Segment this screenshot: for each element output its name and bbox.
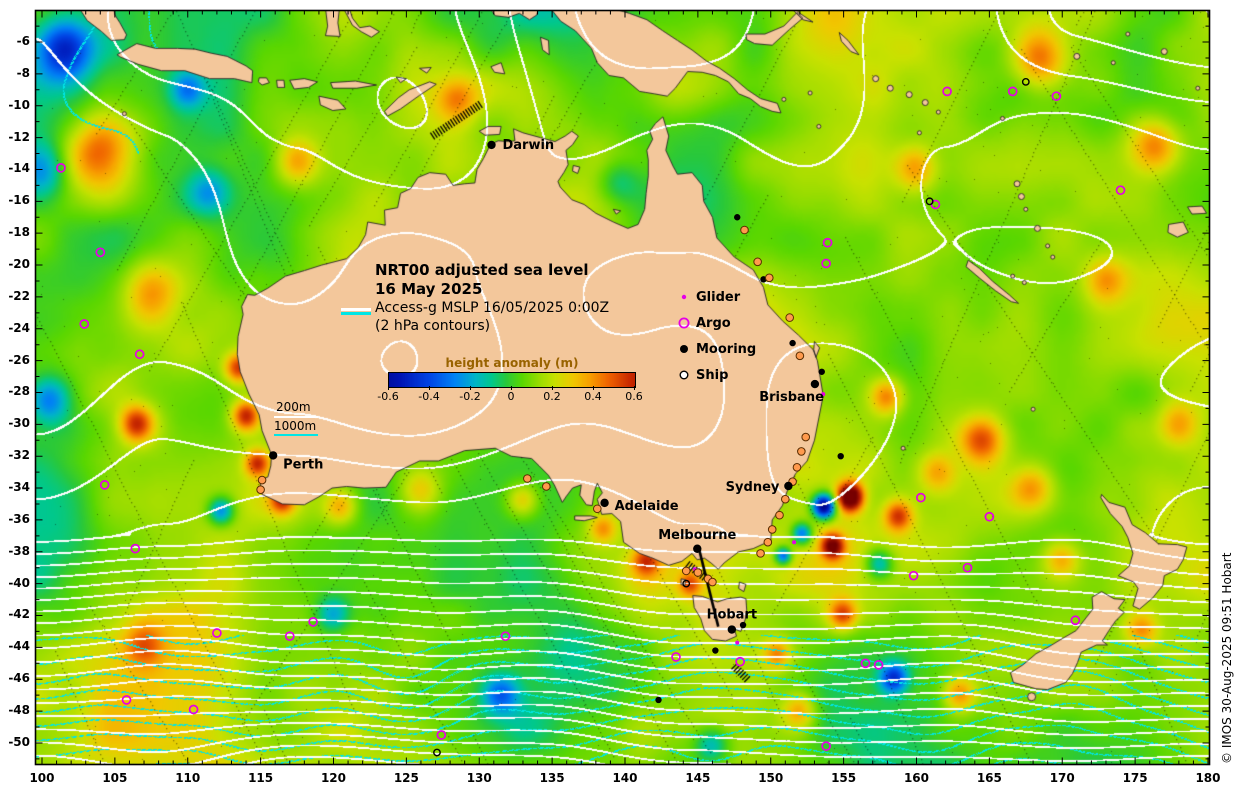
lat-tick-label: -14: [8, 161, 30, 176]
colorbar-tick-label: 0.4: [584, 390, 602, 403]
legend-label-mooring: Mooring: [696, 341, 757, 357]
lat-tick-label: -20: [8, 257, 30, 272]
lat-tick-label: -28: [8, 384, 30, 399]
lon-tick-label: 120: [320, 771, 347, 785]
lon-tick-label: 110: [175, 771, 201, 785]
colorbar-tick: [429, 386, 430, 390]
bathy-contour-swatch: [341, 312, 371, 315]
lon-tick-label: 165: [976, 771, 1002, 785]
colorbar-tick-label: 0.6: [625, 390, 643, 403]
colorbar-tick: [511, 386, 512, 390]
lat-tick-label: -42: [8, 607, 30, 622]
colorbar-title: height anomaly (m): [445, 356, 579, 370]
colorbar-gradient: [388, 372, 636, 388]
depth-1000m-contour-sample: [274, 434, 318, 436]
legend-label-ship: Ship: [696, 367, 729, 383]
lat-tick-label: -22: [8, 288, 30, 303]
lat-tick-label: -44: [8, 639, 30, 654]
lon-tick-label: 135: [539, 771, 565, 785]
colorbar-tick: [552, 386, 553, 390]
lat-tick-label: -6: [16, 34, 30, 49]
legend-label-glider: Glider: [696, 289, 741, 305]
map-date: 16 May 2025: [375, 280, 483, 298]
lon-tick-label: 100: [29, 771, 55, 785]
lat-tick-label: -32: [8, 448, 30, 463]
lat-tick-label: -26: [8, 352, 30, 367]
lat-tick-label: -34: [8, 480, 30, 495]
lat-tick-label: -40: [8, 575, 30, 590]
colorbar-tick-label: -0.6: [377, 390, 399, 403]
lon-tick-label: 130: [466, 771, 492, 785]
map-info-box: NRT00 adjusted sea level 16 May 2025 Acc…: [375, 261, 609, 335]
lon-tick-label: 170: [1049, 771, 1075, 785]
depth-label-200m: 200m: [276, 400, 311, 414]
legend-label-argo: Argo: [696, 315, 731, 331]
ship-symbol-icon: [676, 367, 694, 383]
legend-item-glider: Glider: [676, 284, 756, 310]
copyright-note: © IMOS 30-Aug-2025 09:51 Hobart: [1220, 552, 1234, 764]
colorbar-tick-label: -0.4: [418, 390, 440, 403]
lat-tick-label: -18: [8, 225, 30, 240]
lon-tick-label: 150: [758, 771, 784, 785]
lat-tick-label: -50: [8, 734, 30, 749]
lat-tick-label: -36: [8, 511, 30, 526]
map-title: NRT00 adjusted sea level: [375, 261, 589, 279]
lat-tick-label: -16: [8, 193, 30, 208]
lat-tick-label: -8: [16, 65, 30, 80]
mslp-contour-swatch: [341, 308, 371, 311]
lat-tick-label: -30: [8, 416, 30, 431]
lon-tick-label: 145: [685, 771, 711, 785]
lat-tick-label: -38: [8, 543, 30, 558]
legend-item-ship: Ship: [676, 362, 756, 388]
colorbar-tick: [470, 386, 471, 390]
lon-tick-label: 160: [903, 771, 930, 785]
lat-tick-label: -12: [8, 129, 30, 144]
lon-tick-label: 155: [831, 771, 857, 785]
colorbar-tick: [634, 386, 635, 390]
lon-tick-label: 105: [102, 771, 128, 785]
colorbar: height anomaly (m) -0.6 -0.4 -0.2 0 0.2 0.4 0.…: [377, 356, 642, 403]
colorbar-tick: [388, 386, 389, 390]
lon-tick-label: 175: [1122, 771, 1148, 785]
lat-tick-label: -10: [8, 97, 30, 112]
lon-tick-label: 140: [612, 771, 638, 785]
colorbar-tick: [593, 386, 594, 390]
legend-item-mooring: Mooring: [676, 336, 756, 362]
colorbar-tick-label: 0: [507, 390, 515, 403]
colorbar-tick-label: 0.2: [543, 390, 561, 403]
observation-legend: Glider Argo Mooring Ship: [676, 284, 756, 388]
depth-label-1000m: 1000m: [274, 419, 317, 433]
lat-tick-label: -48: [8, 703, 30, 718]
lon-tick-label: 115: [248, 771, 274, 785]
glider-symbol-icon: [676, 289, 694, 305]
colorbar-tick-label: -0.2: [459, 390, 481, 403]
lat-tick-label: -24: [8, 320, 30, 335]
lon-tick-label: 125: [393, 771, 419, 785]
lat-tick-label: -46: [8, 671, 30, 686]
mooring-symbol-icon: [676, 341, 694, 357]
mslp-source-label: Access-g MSLP 16/05/2025 0:00Z: [375, 300, 610, 316]
mslp-contour-interval-label: (2 hPa contours): [375, 318, 491, 334]
legend-item-argo: Argo: [676, 310, 756, 336]
depth-200m-contour-sample: [274, 416, 318, 418]
argo-symbol-icon: [676, 315, 694, 331]
lon-tick-label: 180: [1195, 771, 1221, 785]
